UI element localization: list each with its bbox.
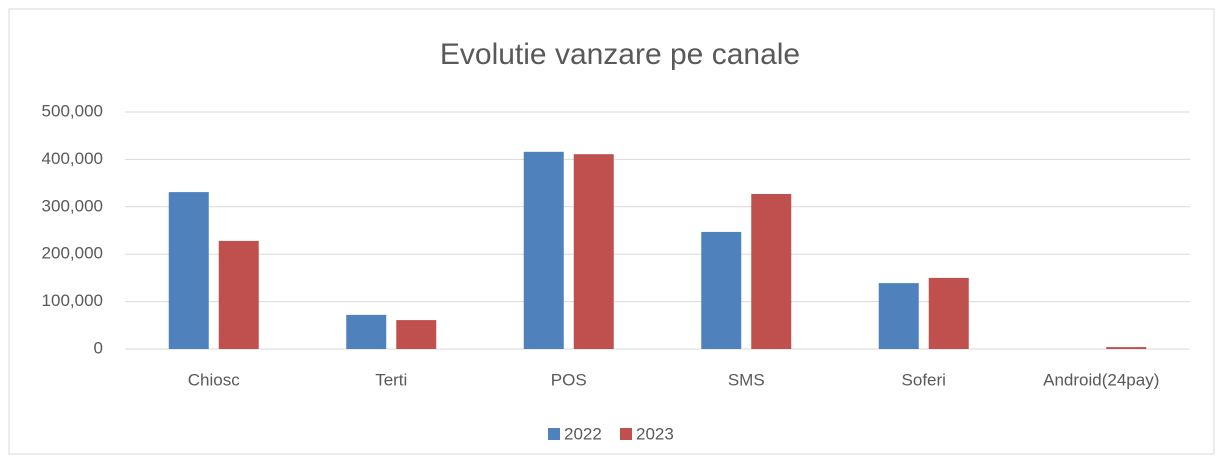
x-tick-label: SMS (728, 370, 765, 389)
legend-label: 2022 (564, 424, 602, 443)
x-tick-label: Soferi (902, 370, 946, 389)
legend-label: 2023 (636, 424, 674, 443)
bar (751, 194, 792, 349)
y-tick-label: 300,000 (42, 196, 103, 215)
bar (523, 151, 564, 349)
bar (218, 240, 259, 349)
bar (1106, 347, 1147, 349)
bar (346, 314, 387, 349)
y-tick-label: 0 (94, 338, 103, 357)
y-tick-label: 400,000 (42, 149, 103, 168)
bar (573, 154, 614, 349)
chart-title: Evolutie vanzare pe canale (440, 38, 800, 71)
bar (928, 277, 969, 349)
bar (168, 192, 209, 349)
bar (396, 320, 437, 349)
bar (878, 283, 919, 349)
x-tick-label: Android(24pay) (1043, 370, 1159, 389)
bar (701, 231, 742, 349)
y-tick-label: 100,000 (42, 291, 103, 310)
x-tick-label: Chiosc (188, 370, 240, 389)
y-tick-label: 500,000 (42, 101, 103, 120)
legend-swatch (620, 428, 632, 440)
x-tick-label: POS (551, 370, 587, 389)
x-tick-label: Terti (375, 370, 407, 389)
legend-swatch (548, 428, 560, 440)
y-tick-label: 200,000 (42, 244, 103, 263)
